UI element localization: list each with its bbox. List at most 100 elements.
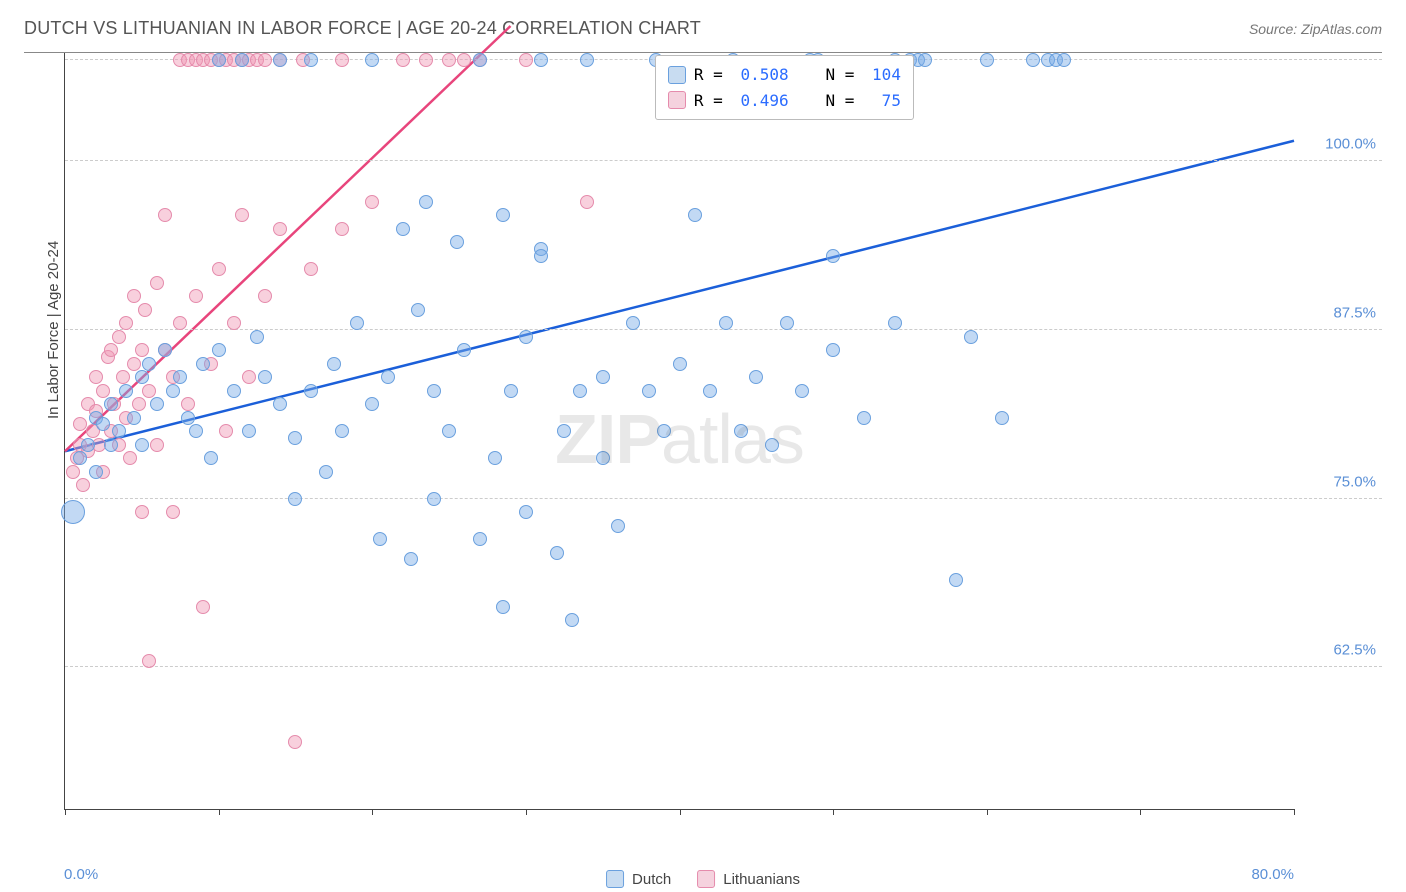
scatter-point (749, 370, 763, 384)
scatter-point (765, 438, 779, 452)
chart-title: DUTCH VS LITHUANIAN IN LABOR FORCE | AGE… (24, 18, 701, 39)
scatter-point (319, 465, 333, 479)
scatter-point (150, 438, 164, 452)
scatter-point (888, 316, 902, 330)
legend-swatch (606, 870, 624, 888)
scatter-point (350, 316, 364, 330)
scatter-point (442, 424, 456, 438)
scatter-point (826, 249, 840, 263)
scatter-point (76, 478, 90, 492)
scatter-point (857, 411, 871, 425)
scatter-point (496, 208, 510, 222)
gridline-horizontal (65, 666, 1382, 667)
stats-swatch (668, 66, 686, 84)
stats-legend-box: R = 0.508 N = 104R = 0.496 N = 75 (655, 55, 914, 120)
scatter-point (688, 208, 702, 222)
scatter-point (119, 316, 133, 330)
scatter-point (150, 276, 164, 290)
scatter-point (995, 411, 1009, 425)
scatter-point (104, 343, 118, 357)
scatter-point (473, 53, 487, 67)
scatter-point (66, 465, 80, 479)
scatter-point (258, 370, 272, 384)
y-tick-label: 100.0% (1325, 136, 1376, 153)
scatter-point (1057, 53, 1071, 67)
scatter-point (534, 53, 548, 67)
scatter-point (181, 411, 195, 425)
plot-area: In Labor Force | Age 20-24 ZIPatlas R = … (64, 53, 1294, 810)
scatter-point (96, 384, 110, 398)
scatter-point (327, 357, 341, 371)
scatter-point (964, 330, 978, 344)
scatter-point (196, 600, 210, 614)
scatter-point (457, 53, 471, 67)
gridline-horizontal (65, 160, 1382, 161)
y-axis-label: In Labor Force | Age 20-24 (45, 241, 62, 419)
y-tick-label: 87.5% (1333, 304, 1376, 321)
scatter-point (288, 735, 302, 749)
scatter-point (166, 384, 180, 398)
scatter-point (127, 411, 141, 425)
scatter-point (596, 370, 610, 384)
legend-item: Dutch (606, 870, 671, 888)
scatter-point (304, 384, 318, 398)
scatter-point (404, 552, 418, 566)
scatter-point (235, 53, 249, 67)
scatter-point (657, 424, 671, 438)
scatter-point (288, 492, 302, 506)
scatter-point (219, 424, 233, 438)
scatter-point (89, 465, 103, 479)
scatter-point (450, 235, 464, 249)
scatter-point (273, 222, 287, 236)
stats-row: R = 0.508 N = 104 (668, 62, 901, 88)
scatter-point (142, 384, 156, 398)
scatter-point (242, 424, 256, 438)
scatter-point (112, 424, 126, 438)
gridline-horizontal (65, 498, 1382, 499)
scatter-point (235, 208, 249, 222)
scatter-point (419, 53, 433, 67)
scatter-point (703, 384, 717, 398)
scatter-point (335, 424, 349, 438)
x-tick (1294, 809, 1295, 815)
scatter-point (81, 438, 95, 452)
scatter-point (365, 397, 379, 411)
scatter-point (123, 451, 137, 465)
scatter-point (173, 370, 187, 384)
scatter-point (258, 289, 272, 303)
scatter-point (980, 53, 994, 67)
scatter-point (519, 53, 533, 67)
scatter-point (427, 384, 441, 398)
scatter-point (457, 343, 471, 357)
scatter-point (150, 397, 164, 411)
x-tick (526, 809, 527, 815)
scatter-point (719, 316, 733, 330)
scatter-point (158, 208, 172, 222)
scatter-point (250, 330, 264, 344)
scatter-point (288, 431, 302, 445)
x-tick (65, 809, 66, 815)
stats-r-label: R = (694, 62, 733, 88)
scatter-point (189, 424, 203, 438)
scatter-point (780, 316, 794, 330)
scatter-point (116, 370, 130, 384)
scatter-point (949, 573, 963, 587)
stats-r-value: 0.508 (740, 62, 788, 88)
chart-container: In Labor Force | Age 20-24 ZIPatlas R = … (24, 52, 1382, 840)
scatter-point (573, 384, 587, 398)
scatter-point (918, 53, 932, 67)
stats-row: R = 0.496 N = 75 (668, 88, 901, 114)
scatter-point (73, 451, 87, 465)
scatter-point (611, 519, 625, 533)
source-attribution: Source: ZipAtlas.com (1249, 21, 1382, 37)
scatter-point (381, 370, 395, 384)
scatter-point (365, 53, 379, 67)
scatter-point (557, 424, 571, 438)
legend-swatch (697, 870, 715, 888)
scatter-point (596, 451, 610, 465)
stats-n-value: 75 (872, 88, 901, 114)
scatter-point (550, 546, 564, 560)
scatter-point (427, 492, 441, 506)
scatter-point (135, 505, 149, 519)
scatter-point (473, 532, 487, 546)
